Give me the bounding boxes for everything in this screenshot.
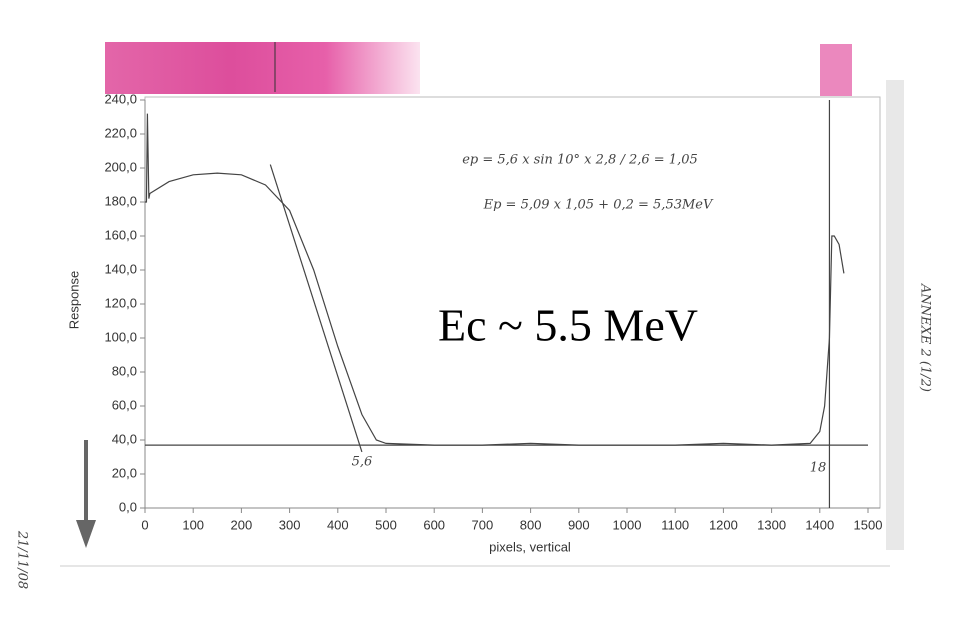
annotation: Ec ~ 5.5 MeV xyxy=(438,300,698,351)
highlighter-mark xyxy=(105,42,420,94)
y-tick-label: 200,0 xyxy=(104,159,137,174)
annotation: Ep = 5,09 x 1,05 + 0,2 = 5,53MeV xyxy=(483,198,714,213)
y-tick-label: 120,0 xyxy=(104,295,137,310)
annotation: 21/11/08 xyxy=(15,530,30,589)
y-tick-label: 0,0 xyxy=(119,499,137,514)
highlighter-mark xyxy=(820,44,852,96)
y-tick-label: 60,0 xyxy=(112,397,137,412)
annotation: ANNEXE 2 (1/2) xyxy=(918,283,933,392)
x-tick-label: 1200 xyxy=(709,517,738,532)
x-tick-label: 700 xyxy=(472,517,494,532)
x-axis-label: pixels, vertical xyxy=(489,539,571,554)
x-tick-label: 900 xyxy=(568,517,590,532)
y-tick-label: 40,0 xyxy=(112,431,137,446)
x-tick-label: 1000 xyxy=(613,517,642,532)
chart: Response pixels, vertical 0,0 20,0 40,0 60,… xyxy=(0,0,955,632)
x-tick-label: 800 xyxy=(520,517,542,532)
annotation: 5,6 xyxy=(352,455,373,470)
x-tick-label: 100 xyxy=(182,517,204,532)
y-tick-label: 80,0 xyxy=(112,363,137,378)
x-tick-label: 200 xyxy=(231,517,253,532)
y-tick-label: 100,0 xyxy=(104,329,137,344)
y-tick-label: 240,0 xyxy=(104,91,137,106)
y-axis-label: Response xyxy=(66,271,81,330)
x-tick-label: 1300 xyxy=(757,517,786,532)
x-tick-label: 500 xyxy=(375,517,397,532)
annotation: ep = 5,6 x sin 10° x 2,8 / 2,6 = 1,05 xyxy=(462,153,698,168)
y-tick-label: 140,0 xyxy=(104,261,137,276)
y-tick-label: 20,0 xyxy=(112,465,137,480)
x-tick-label: 600 xyxy=(423,517,445,532)
x-tick-label: 1500 xyxy=(854,517,883,532)
y-tick-label: 180,0 xyxy=(104,193,137,208)
x-tick-label: 1400 xyxy=(805,517,834,532)
scan-edge xyxy=(886,80,904,550)
x-tick-label: 0 xyxy=(141,517,148,532)
y-tick-label: 160,0 xyxy=(104,227,137,242)
x-tick-label: 400 xyxy=(327,517,349,532)
x-tick-label: 300 xyxy=(279,517,301,532)
y-tick-label: 220,0 xyxy=(104,125,137,140)
x-tick-label: 1100 xyxy=(661,517,689,532)
annotation: 18 xyxy=(810,461,827,476)
